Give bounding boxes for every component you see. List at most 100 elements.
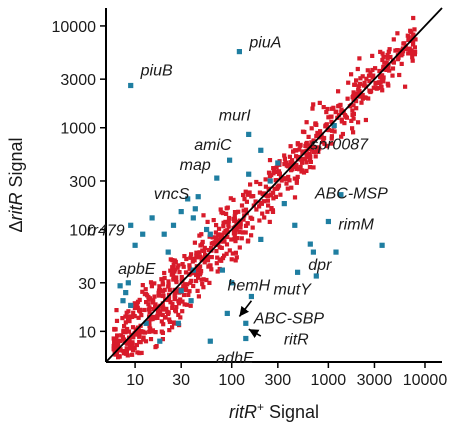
data-point [380,57,385,63]
data-point [189,278,194,283]
data-point [380,88,385,93]
data-point [135,332,140,337]
data-point [267,219,272,224]
data-point [160,306,165,311]
data-point [187,263,192,268]
data-point [195,252,200,257]
data-point [178,315,183,320]
data-point [156,293,161,298]
data-point [224,251,229,256]
x-tick-label: 300 [264,372,291,389]
data-point [321,136,326,141]
data-point [228,196,233,201]
data-point [154,304,159,309]
data-point [232,210,238,215]
bulk-points-layer [111,15,418,360]
data-point [266,170,272,175]
data-point [176,263,181,268]
data-point [118,348,123,353]
data-point [254,179,259,185]
data-point [143,339,149,344]
highlighted-point [178,288,184,294]
data-point [271,196,276,201]
gene-point-vncs [192,206,198,212]
gene-point-piua [236,49,242,55]
y-axis-ticks: 10 30 100 300 1000 3000 10000 [52,19,106,341]
data-point [339,117,344,122]
data-point [148,326,153,331]
data-point [214,261,219,266]
data-point [147,324,152,329]
data-point [284,181,289,186]
data-point [390,66,396,71]
data-point [388,54,393,60]
data-point [271,171,276,176]
data-point [163,315,168,320]
data-point [133,305,138,310]
data-point [339,107,344,112]
data-point [278,192,283,197]
gene-label-adhe: adhE [216,350,254,367]
data-point [257,218,262,223]
data-point [151,298,156,303]
data-point [243,223,249,228]
data-point [384,61,389,66]
data-point [167,287,172,292]
data-point [127,319,132,324]
data-point [266,203,271,208]
data-point [142,307,147,313]
data-point [224,211,229,216]
data-point [194,278,199,284]
data-point [237,222,242,228]
data-point [207,263,212,268]
data-point [304,140,309,145]
data-point [299,158,304,163]
gene-label-piub: piuB [140,62,173,79]
data-point [297,147,302,152]
data-point [370,75,375,80]
data-point [138,340,143,345]
data-point [197,254,202,259]
data-point [170,305,175,310]
data-point [304,120,309,125]
data-point [353,82,358,87]
data-point [148,337,154,342]
data-point [222,239,227,244]
data-point [268,193,273,198]
data-point [391,37,396,42]
data-point [167,319,172,324]
data-point [115,333,120,338]
data-point [395,48,400,53]
data-point [304,168,309,173]
data-point [374,86,379,91]
data-point [219,210,224,215]
data-point [265,198,270,203]
data-point [245,192,250,197]
data-point [172,293,177,298]
data-point [189,252,194,257]
data-point [402,41,407,46]
x-tick-label: 10 [126,372,144,389]
data-point [244,199,249,204]
data-point [183,270,189,275]
data-point [351,116,356,121]
x-tick-label: 1000 [311,372,347,389]
x-axis-title: ritR+ Signal [229,400,319,422]
highlighted-point [188,298,194,304]
data-point [152,281,157,286]
highlighted-point [224,310,230,316]
data-point [230,251,235,256]
data-point [292,176,297,181]
data-point [358,76,363,81]
data-point [342,121,347,126]
data-point [121,349,126,354]
data-point [131,348,136,353]
data-point [346,80,351,85]
data-point [260,211,265,216]
highlighted-point [333,249,339,255]
data-point [152,294,157,299]
gene-label-map: map [180,157,211,174]
data-point [180,299,185,304]
data-point [357,94,362,99]
data-point [410,55,415,60]
